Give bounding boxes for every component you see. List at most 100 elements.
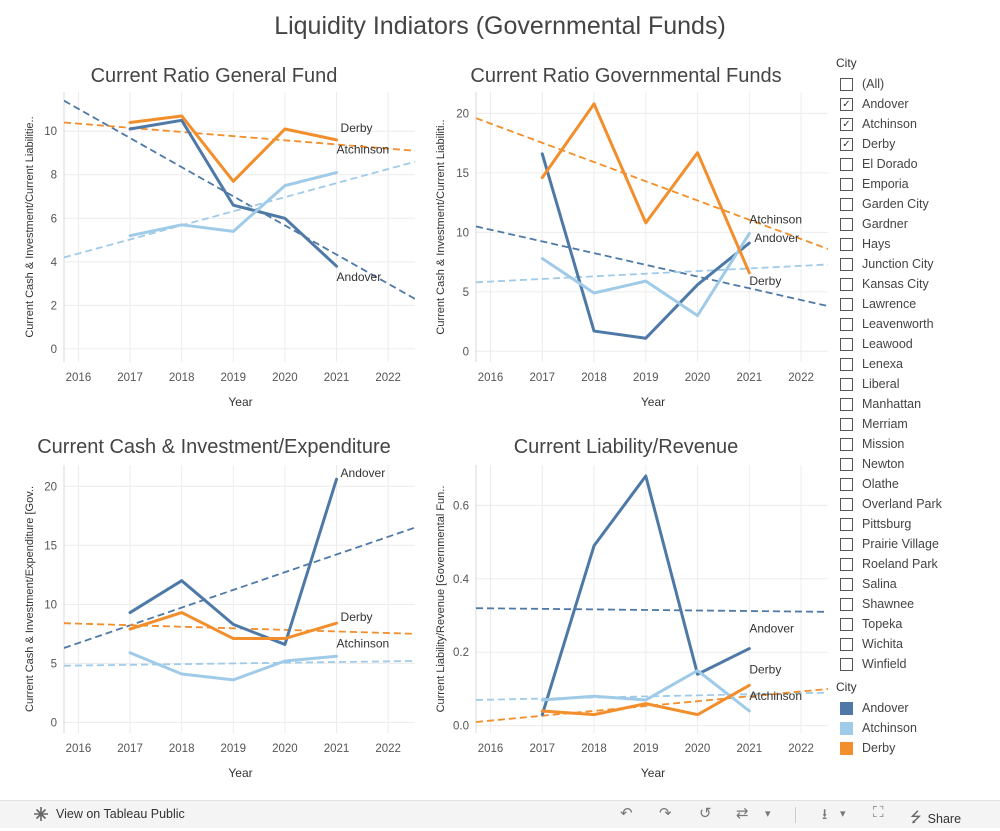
x-tick-label: 2017 [529, 372, 555, 384]
legend-swatch [840, 721, 853, 735]
checkbox-unchecked[interactable] [840, 417, 853, 431]
checkbox-unchecked[interactable] [840, 517, 853, 531]
filter-item[interactable]: Newton [836, 454, 996, 474]
filter-item[interactable]: Leavenworth [836, 314, 996, 334]
filter-item[interactable]: Salina [836, 574, 996, 594]
checkbox-unchecked[interactable] [840, 637, 853, 651]
filter-item[interactable]: Winfield [836, 654, 996, 674]
checkbox-unchecked[interactable] [840, 377, 853, 391]
filter-item[interactable]: Pittsburg [836, 514, 996, 534]
checkbox-unchecked[interactable] [840, 297, 853, 311]
filter-item[interactable]: Shawnee [836, 594, 996, 614]
filter-item[interactable]: Roeland Park [836, 554, 996, 574]
chart-panel: Current Ratio Governmental Funds 2016 2017… [435, 65, 828, 409]
series-end-label: Atchinson [337, 636, 390, 650]
checkbox-checked[interactable]: ✓ [840, 137, 853, 151]
trend-line-andover [64, 526, 415, 649]
series-line-andover [540, 152, 751, 340]
x-tick-label: 2017 [117, 743, 143, 755]
checkbox-unchecked[interactable] [840, 597, 853, 611]
x-tick-label: 2020 [272, 743, 298, 755]
x-tick-label: 2016 [66, 372, 92, 384]
filter-item[interactable]: Merriam [836, 414, 996, 434]
legend-item[interactable]: Derby [836, 738, 996, 758]
checkbox-unchecked[interactable] [840, 157, 853, 171]
checkbox-unchecked[interactable] [840, 237, 853, 251]
undo-icon[interactable]: ↶ [620, 805, 633, 822]
refresh-dropdown-icon[interactable]: ▾ [765, 808, 771, 820]
filter-item[interactable]: Topeka [836, 614, 996, 634]
fullscreen-icon[interactable]: ⛶ [873, 804, 884, 821]
filter-item[interactable]: Kansas City [836, 274, 996, 294]
checkbox-unchecked[interactable] [840, 177, 853, 191]
checkbox-unchecked[interactable] [840, 197, 853, 211]
series-line-atchinson [540, 669, 751, 713]
x-axis-label: Year [228, 395, 252, 409]
x-axis-label: Year [228, 766, 252, 780]
checkbox-unchecked[interactable] [840, 617, 853, 631]
filter-item[interactable]: (All) [836, 74, 996, 94]
legend-label: Andover [862, 701, 909, 715]
checkbox-unchecked[interactable] [840, 577, 853, 591]
filter-item[interactable]: ✓ Atchinson [836, 114, 996, 134]
x-tick-label: 2019 [221, 743, 247, 755]
filter-item[interactable]: Mission [836, 434, 996, 454]
checkbox-unchecked[interactable] [840, 437, 853, 451]
y-tick-label: 20 [44, 481, 57, 493]
view-on-tableau-link[interactable]: View on Tableau Public [34, 807, 185, 821]
checkbox-unchecked[interactable] [840, 477, 853, 491]
filter-item[interactable]: El Dorado [836, 154, 996, 174]
filter-item[interactable]: ✓ Derby [836, 134, 996, 154]
legend-label: Atchinson [862, 721, 917, 735]
legend-item[interactable]: Andover [836, 698, 996, 718]
refresh-icon[interactable]: ⇄ [736, 805, 749, 822]
download-dropdown-icon[interactable]: ▾ [840, 808, 846, 820]
filter-item-label: Prairie Village [862, 537, 939, 551]
checkbox-unchecked[interactable] [840, 457, 853, 471]
chart-title: Current Liability/Revenue [514, 436, 739, 458]
checkbox-unchecked[interactable] [840, 217, 853, 231]
redo-icon[interactable]: ↷ [659, 805, 672, 822]
checkbox-unchecked[interactable] [840, 397, 853, 411]
filter-item[interactable]: Overland Park [836, 494, 996, 514]
filter-item[interactable]: Leawood [836, 334, 996, 354]
trend-line-andover [64, 99, 415, 300]
filter-item[interactable]: Hays [836, 234, 996, 254]
y-axis-label: Current Cash & Investment/Current Liabil… [435, 119, 447, 334]
checkbox-checked[interactable]: ✓ [840, 117, 853, 131]
checkbox-unchecked[interactable] [840, 357, 853, 371]
checkbox-unchecked[interactable] [840, 537, 853, 551]
trend-line-derby [476, 117, 828, 250]
x-tick-label: 2016 [478, 743, 504, 755]
series-end-label: Derby [341, 121, 373, 135]
filter-item-label: Lenexa [862, 357, 904, 371]
checkbox-unchecked[interactable] [840, 337, 853, 351]
filter-item-label: Salina [862, 577, 897, 591]
checkbox-unchecked[interactable] [840, 317, 853, 331]
filter-item[interactable]: Prairie Village [836, 534, 996, 554]
revert-icon[interactable]: ↺ [699, 805, 712, 822]
filter-item[interactable]: Junction City [836, 254, 996, 274]
filter-item[interactable]: Wichita [836, 634, 996, 654]
filter-item[interactable]: Emporia [836, 174, 996, 194]
filter-item[interactable]: Gardner [836, 214, 996, 234]
series-line-derby [128, 114, 339, 183]
filter-item[interactable]: Liberal [836, 374, 996, 394]
trend-line-andover [476, 607, 828, 613]
checkbox-unchecked[interactable] [840, 257, 853, 271]
legend-item[interactable]: Atchinson [836, 718, 996, 738]
filter-item[interactable]: Olathe [836, 474, 996, 494]
filter-item[interactable]: Lenexa [836, 354, 996, 374]
checkbox-unchecked[interactable] [840, 497, 853, 511]
checkbox-checked[interactable]: ✓ [840, 97, 853, 111]
checkbox-unchecked[interactable] [840, 77, 853, 91]
filter-item[interactable]: Manhattan [836, 394, 996, 414]
filter-item[interactable]: Garden City [836, 194, 996, 214]
checkbox-unchecked[interactable] [840, 557, 853, 571]
share-button[interactable]: ⭍ Share [910, 807, 961, 831]
checkbox-unchecked[interactable] [840, 277, 853, 291]
download-icon[interactable]: ⭳ [822, 806, 828, 823]
checkbox-unchecked[interactable] [840, 657, 853, 671]
filter-item[interactable]: Lawrence [836, 294, 996, 314]
filter-item[interactable]: ✓ Andover [836, 94, 996, 114]
